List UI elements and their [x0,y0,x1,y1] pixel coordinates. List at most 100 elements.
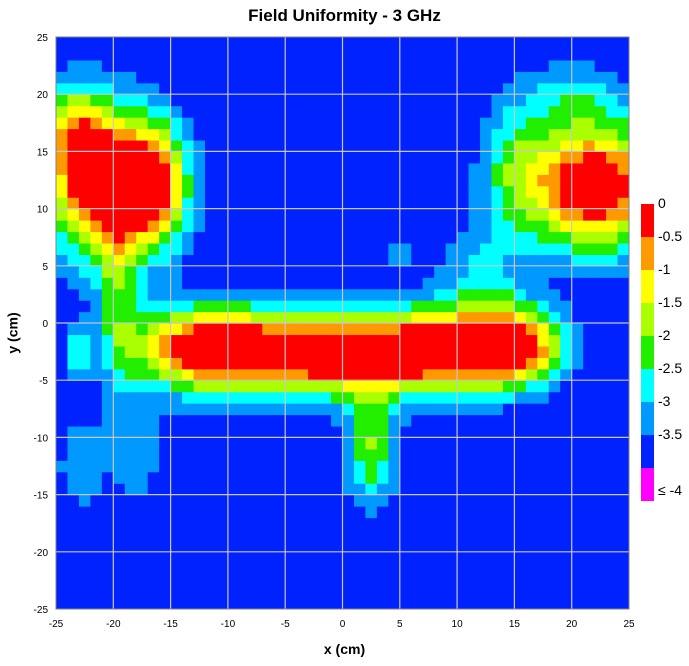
contour-cell [457,71,470,84]
contour-cell [411,185,424,198]
contour-cell [514,94,527,107]
contour-cell [514,368,527,381]
contour-cell [193,254,206,267]
contour-cell [67,563,80,576]
contour-cell [548,345,561,358]
contour-cell [193,448,206,461]
contour-cell [296,563,309,576]
contour-cell [204,380,218,393]
contour-cell [491,574,504,587]
contour-cell [204,460,218,473]
contour-cell [113,288,126,301]
contour-cell [422,162,435,175]
contour-cell [250,380,263,393]
contour-cell [136,71,149,84]
contour-cell [273,448,286,461]
contour-cell [147,448,160,461]
contour-cell [182,48,195,61]
contour-cell [560,277,573,290]
contour-cell [571,174,584,187]
contour-cell [78,185,91,198]
contour-cell [250,105,263,118]
contour-cell [594,220,607,233]
contour-cell [308,105,321,118]
contour-cell [445,334,458,347]
contour-cell [514,151,527,164]
contour-cell [399,334,412,347]
contour-cell [560,414,573,427]
contour-cell [90,540,103,553]
contour-cell [285,471,298,484]
contour-cell [376,563,389,576]
contour-cell [399,403,412,416]
contour-cell [159,368,172,381]
contour-cell [594,139,607,152]
contour-cell [124,139,137,152]
y-tick-label: 15 [37,147,49,158]
x-tick-label: 20 [566,619,578,630]
contour-cell [56,197,69,210]
contour-cell [273,391,286,404]
contour-cell [308,242,321,255]
y-tick-label: 20 [37,90,49,101]
contour-cell [124,242,137,255]
contour-cell [411,574,424,587]
contour-cell [594,345,607,358]
contour-cell [445,59,458,72]
contour-cell [468,48,481,61]
contour-cell [56,391,69,404]
contour-cell [204,105,218,118]
contour-cell [78,37,91,50]
contour-cell [353,162,367,175]
contour-cell [239,483,252,496]
contour-cell [124,288,137,301]
contour-cell [170,82,183,95]
contour-cell [90,208,103,221]
contour-cell [170,345,183,358]
contour-cell [170,288,183,301]
contour-cell [376,220,389,233]
contour-cell [101,551,114,564]
contour-cell [434,574,447,587]
contour-cell [319,37,332,50]
contour-cell [147,345,160,358]
contour-cell [216,288,229,301]
contour-cell [571,574,584,587]
contour-cell [56,334,69,347]
contour-cell [434,448,447,461]
contour-cell [193,71,206,84]
contour-cell [78,425,91,438]
contour-cell [560,528,573,541]
contour-cell [560,391,573,404]
contour-cell [78,94,91,107]
contour-cell [285,162,298,175]
contour-cell [560,448,573,461]
contour-cell [170,563,183,576]
contour-cell [502,37,515,50]
contour-cell [457,231,470,244]
contour-cell [422,117,435,130]
contour-cell [90,82,103,95]
contour-cell [560,71,573,84]
contour-cell [182,414,195,427]
contour-cell [365,460,378,473]
contour-cell [353,540,367,553]
contour-cell [537,288,550,301]
contour-cell [514,277,527,290]
contour-cell [90,277,103,290]
contour-cell [365,197,378,210]
contour-cell [182,471,195,484]
contour-cell [159,437,172,450]
contour-cell [376,311,389,324]
contour-cell [136,586,149,599]
contour-cell [480,574,493,587]
contour-cell [617,94,629,107]
contour-cell [136,414,149,427]
contour-cell [457,254,470,267]
contour-cell [136,94,149,107]
contour-cell [571,277,584,290]
contour-cell [296,540,309,553]
contour-cell [113,574,126,587]
contour-cell [308,94,321,107]
contour-cell [434,220,447,233]
